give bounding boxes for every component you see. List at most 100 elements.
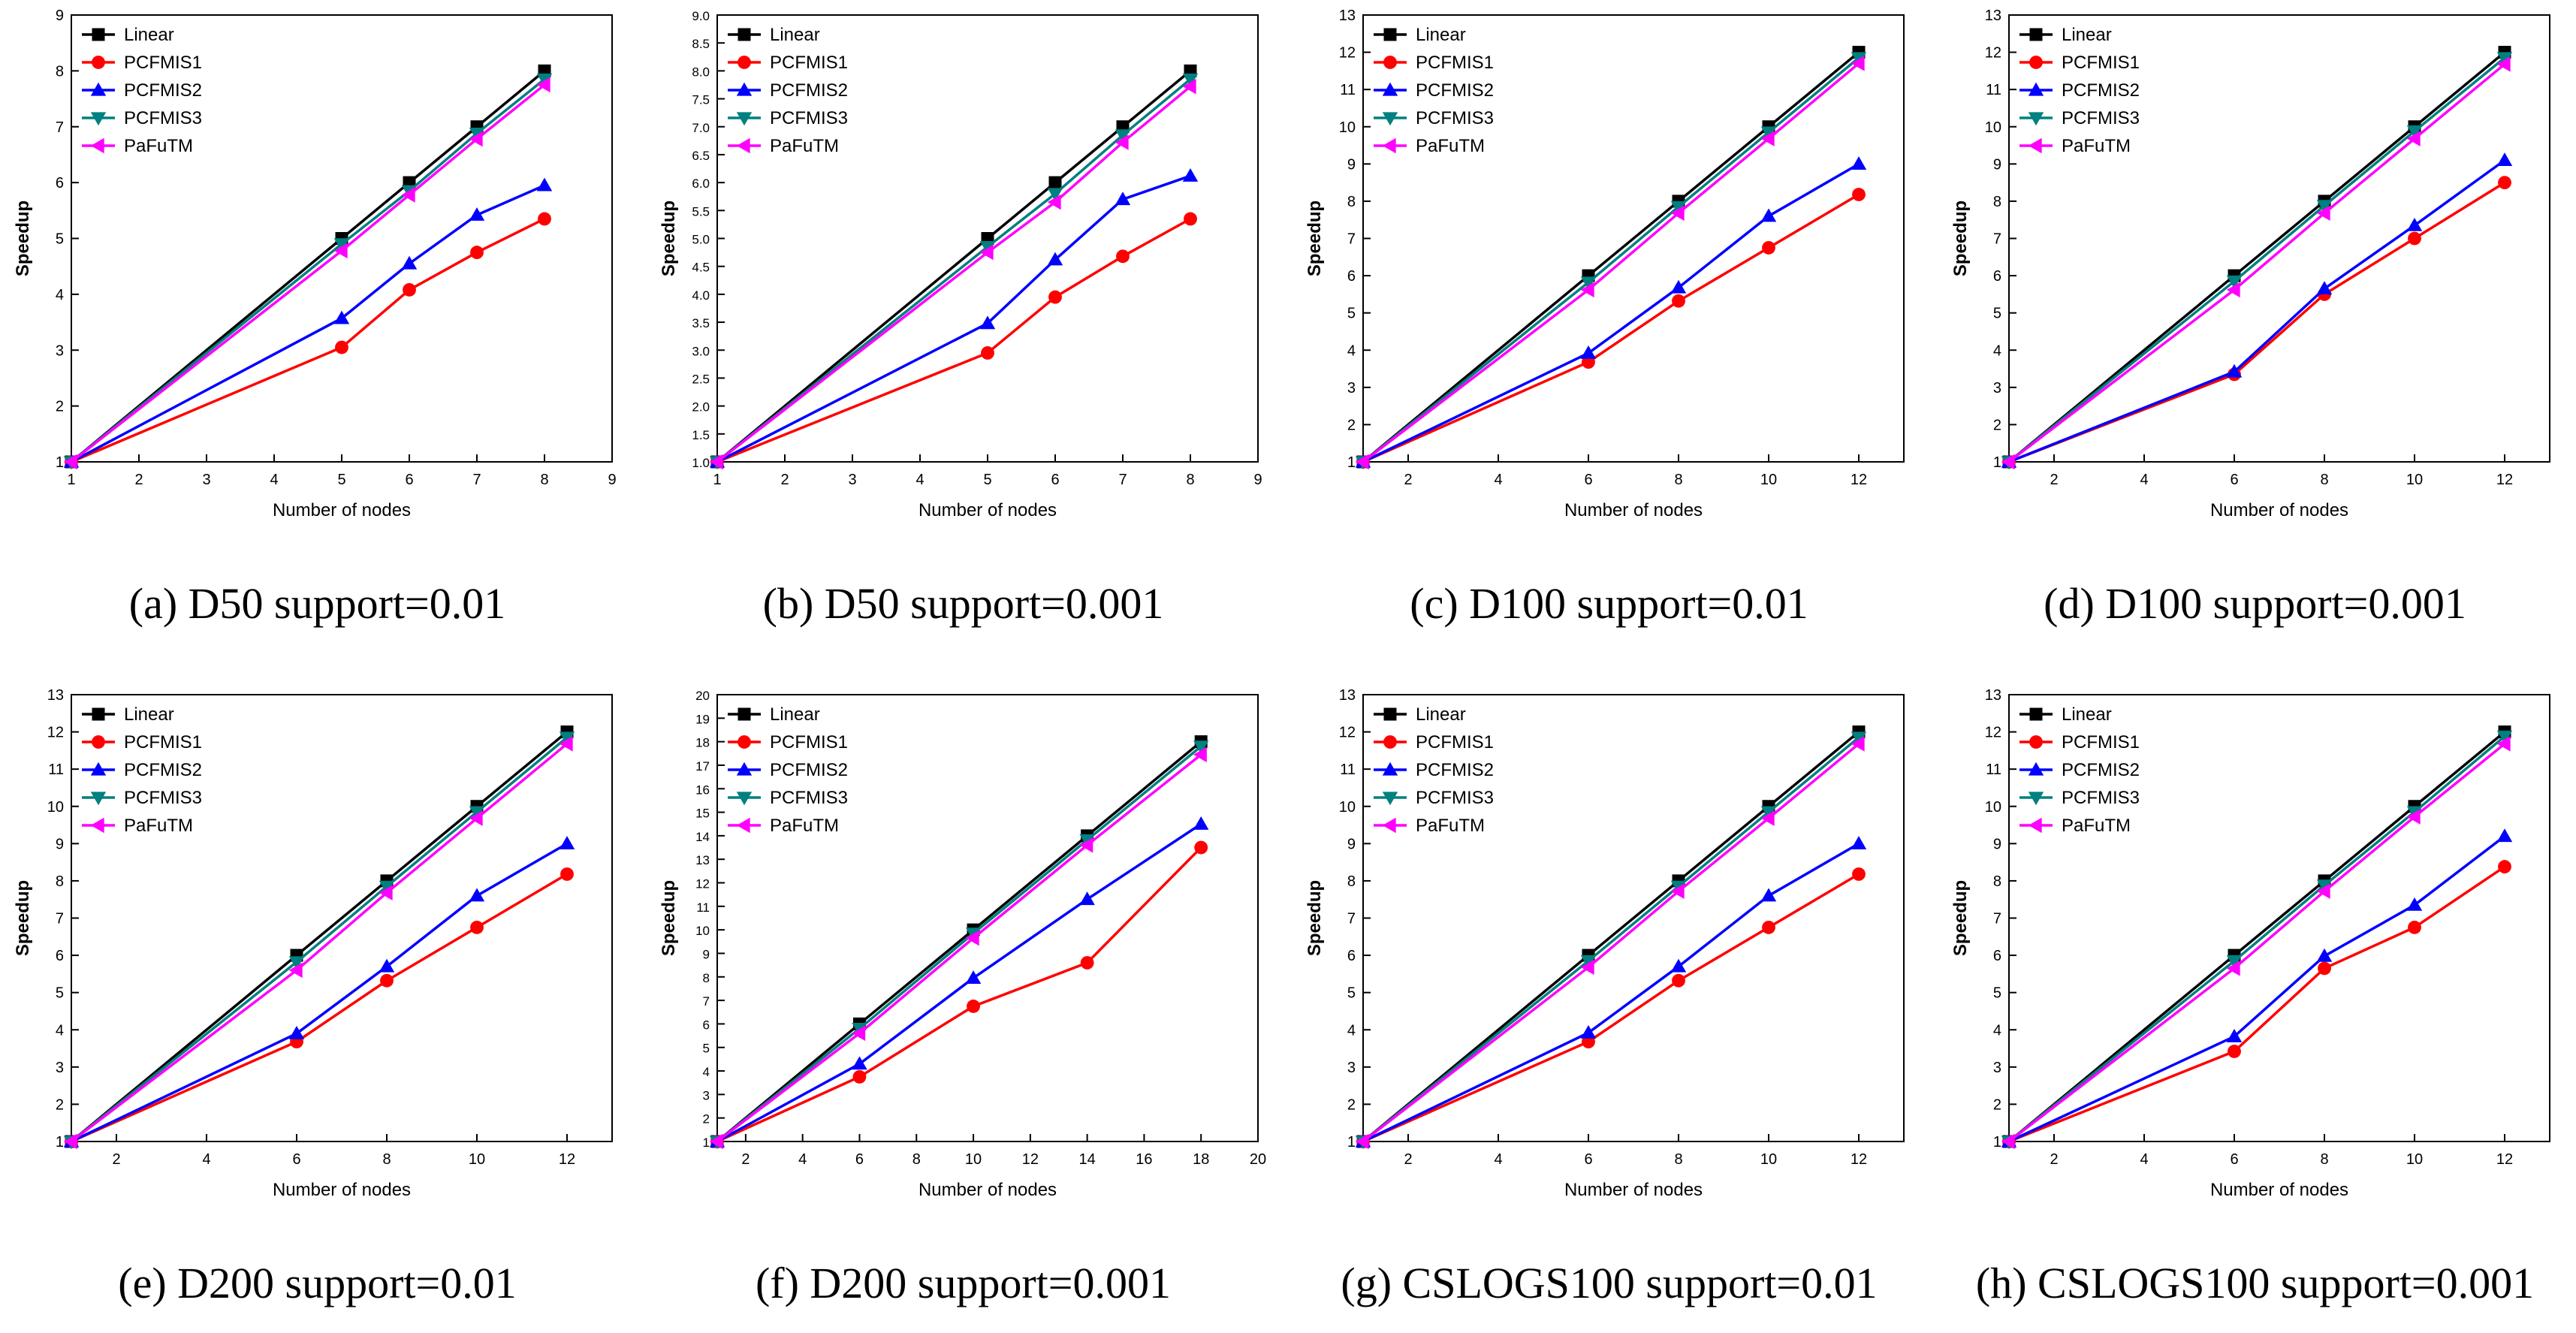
y-tick-label: 12 xyxy=(1339,45,1356,62)
data-point xyxy=(1080,956,1094,970)
data-point xyxy=(469,806,485,820)
series-pcfmis1 xyxy=(1356,867,1866,1148)
data-point xyxy=(1852,188,1866,201)
legend-marker xyxy=(1382,112,1398,126)
x-axis-label: Number of nodes xyxy=(1564,500,1703,520)
y-tick-label: 2 xyxy=(1993,417,2001,433)
x-tick-label: 2 xyxy=(134,472,143,488)
data-point xyxy=(470,920,484,934)
y-tick-label: 2.5 xyxy=(692,372,710,386)
legend-marker xyxy=(1382,761,1398,776)
legend-marker xyxy=(92,735,105,749)
data-point xyxy=(1580,282,1594,298)
data-point xyxy=(288,1026,305,1039)
legend-marker xyxy=(738,56,751,69)
y-tick-label: 3.5 xyxy=(692,316,710,330)
y-tick-label: 8 xyxy=(1993,873,2001,890)
y-tick-label: 2 xyxy=(56,399,64,415)
y-tick-label: 3 xyxy=(1347,380,1356,397)
chart-svg: 2 4 6 8 10 12 14 16 18 20123456789101112131415161… xyxy=(659,689,1266,1200)
x-tick-label: 6 xyxy=(1051,472,1059,488)
legend-marker xyxy=(90,137,104,154)
legend-label: PaFuTM xyxy=(2062,816,2131,836)
data-point xyxy=(981,346,994,360)
series-line xyxy=(1362,842,1860,1143)
y-tick-label: 1 xyxy=(1347,1134,1356,1151)
chart-panel-3: 2 4 6 8 10 12 1 2 3 4 5 6 7 8 9 10 11 12 13 Number of nodes… xyxy=(1292,0,1926,653)
data-point xyxy=(379,880,395,894)
x-tick-label: 4 xyxy=(798,1151,807,1168)
series-pafutm xyxy=(709,79,1196,470)
data-point xyxy=(1760,126,1777,140)
data-point xyxy=(2496,736,2511,752)
y-tick-label: 7 xyxy=(56,911,64,927)
data-point xyxy=(1193,740,1209,755)
data-point xyxy=(1115,192,1131,206)
y-tick-label: 17 xyxy=(695,759,710,774)
chart-panel-6: 2 4 6 8 10 12 14 16 18 20 1 2 3 4 5 6 7 8 9 10 11 12 13 14 15 16 1… xyxy=(646,680,1280,1333)
y-tick-label: 8 xyxy=(1993,194,2001,210)
chart-panel-1: 1 2 3 4 5 6 7 8 9 1 2 3 4 5 6 7 8 9 Number of nodes Speedup… xyxy=(0,0,635,653)
series-pcfmis3 xyxy=(63,731,575,1150)
y-tick-label: 16 xyxy=(695,783,710,797)
data-point xyxy=(2408,920,2421,934)
x-tick-label: 16 xyxy=(1136,1151,1152,1168)
data-point xyxy=(2496,52,2513,66)
legend: Linear PCFMIS1 PCFMIS2 PCFMIS3 PaFuTM xyxy=(728,25,848,156)
x-tick-label: 6 xyxy=(2230,1151,2238,1168)
y-tick-label: 4 xyxy=(56,1022,64,1039)
y-tick-label: 12 xyxy=(1339,725,1356,741)
x-tick-label: 2 xyxy=(2050,1151,2058,1168)
y-axis-label: Speedup xyxy=(13,880,33,956)
legend-marker xyxy=(736,792,753,806)
y-tick-label: 13 xyxy=(695,853,710,867)
x-tick-label: 8 xyxy=(2320,472,2328,488)
series-pcfmis2 xyxy=(2001,828,2513,1148)
x-tick-label: 2 xyxy=(112,1151,120,1168)
legend-label: PCFMIS3 xyxy=(1416,108,1494,128)
x-tick-label: 3 xyxy=(202,472,210,488)
data-point xyxy=(965,970,982,985)
y-tick-label: 6 xyxy=(56,948,64,964)
legend-marker xyxy=(2028,792,2044,806)
legend-label: PCFMIS1 xyxy=(2062,732,2140,752)
legend-label: PCFMIS1 xyxy=(1416,53,1494,73)
data-point xyxy=(1047,188,1063,202)
x-tick-label: 12 xyxy=(1022,1151,1039,1168)
legend-label: Linear xyxy=(1416,704,1466,725)
legend-label: PCFMIS1 xyxy=(770,732,848,752)
data-point xyxy=(536,177,553,192)
data-point xyxy=(2408,231,2421,246)
chart-caption: (d) D100 support=0.001 xyxy=(2044,579,2466,628)
x-tick-label: 3 xyxy=(848,472,856,488)
series-pcfmis2 xyxy=(1355,836,1867,1148)
data-point xyxy=(2316,883,2330,899)
y-tick-label: 1 xyxy=(56,454,64,471)
legend-label: PCFMIS3 xyxy=(124,108,202,128)
data-point xyxy=(469,888,485,902)
data-point xyxy=(1047,252,1063,266)
legend-label: Linear xyxy=(1416,25,1466,45)
series-pcfmis1 xyxy=(710,840,1208,1148)
data-point xyxy=(1079,891,1095,906)
data-point xyxy=(2406,131,2421,146)
series-line xyxy=(716,822,1202,1143)
y-axis-label: Speedup xyxy=(1305,201,1325,276)
y-tick-label: 13 xyxy=(1985,8,2001,24)
legend-marker xyxy=(92,707,105,721)
data-point xyxy=(1115,134,1129,150)
x-tick-label: 14 xyxy=(1079,1151,1096,1168)
data-point xyxy=(2226,1028,2243,1042)
legend-label: PCFMIS1 xyxy=(770,53,848,73)
y-tick-label: 11 xyxy=(1340,761,1356,778)
y-tick-label: 4 xyxy=(703,1065,710,1079)
legend-marker xyxy=(1383,28,1397,41)
legend-marker xyxy=(2028,112,2044,126)
series-pafutm xyxy=(1355,736,1865,1150)
data-point xyxy=(2228,1045,2241,1058)
x-tick-label: 12 xyxy=(1851,472,1867,488)
legend-marker xyxy=(736,817,750,834)
y-tick-label: 3 xyxy=(1993,380,2001,397)
